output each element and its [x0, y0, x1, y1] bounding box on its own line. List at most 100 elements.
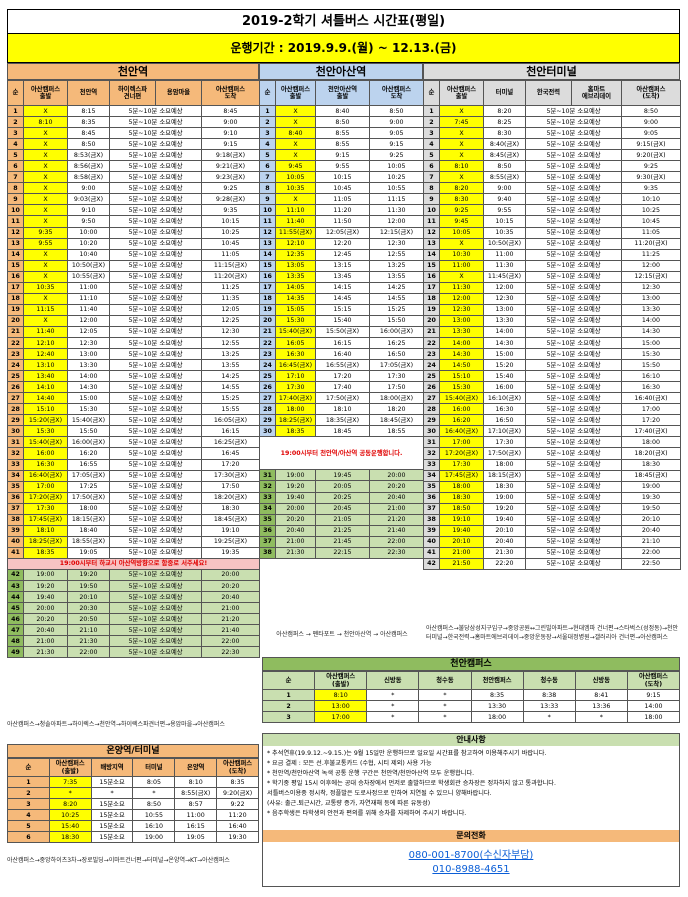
table-cell: 8: [7, 182, 24, 195]
table-cell: 14:30: [67, 381, 110, 394]
table-cell: 7: [7, 171, 24, 184]
table-cell: 10:15: [201, 215, 260, 228]
table-cell: 19:20: [23, 580, 68, 593]
table-cell: 9:15: [315, 149, 370, 162]
table-cell: 16:40(금X): [439, 425, 484, 438]
table-row: 31 15:40(금X) 16:00(금X) 5분~10분 소요예상 16:25(금X): [7, 436, 260, 449]
table-cell: 5분~10분 소요예상: [109, 138, 202, 151]
table-row: 28 15:10 15:30 5분~10분 소요예상 15:55: [7, 403, 260, 416]
table-cell: 16:15: [174, 820, 218, 833]
table-row: 26 15:30 16:00 5분~10분 소요예상 16:30: [423, 381, 681, 394]
table-cell: 8:50: [132, 798, 176, 811]
table-cell: 9:25: [201, 182, 260, 195]
contact-title: 문의전화: [263, 830, 679, 842]
table-cell: 26: [7, 381, 24, 394]
table-cell: 12:00: [439, 292, 484, 305]
table-cell: 20:05: [315, 480, 370, 493]
column-header: 순: [259, 80, 276, 106]
table-cell: X: [275, 116, 316, 129]
table-cell: 7: [259, 171, 276, 184]
table-cell: 10:45: [315, 182, 370, 195]
phone-mobile[interactable]: 010-8988-4651: [432, 864, 510, 875]
table-cell: 4: [423, 138, 440, 151]
section-title: 천안아산역: [259, 63, 423, 80]
table-cell: 12:00: [621, 259, 681, 272]
timetable: 순 아산캠퍼스 (출발) 신방동 청수동 천안캠퍼스 청수동 신방동 아산캠퍼스 (도착) 1 8:1…: [261, 671, 681, 724]
table-cell: 21:25: [315, 524, 370, 537]
table-row: 2 7:45 8:25 5분~10분 소요예상 9:00: [423, 116, 681, 129]
table-cell: 19:30: [216, 831, 259, 844]
table-cell: 9:45: [275, 160, 316, 173]
table-cell: 18: [7, 292, 24, 305]
table-cell: 22:50: [621, 557, 681, 570]
table-cell: 10:25: [48, 809, 92, 822]
operating-period: 운행기간 : 2019.9.9.(월) ~ 12.13.(금): [7, 34, 680, 63]
phone-toll-free[interactable]: 080-001-8700(수신자부담): [408, 850, 534, 861]
table-cell: 5분~10분 소요예상: [525, 248, 622, 261]
table-cell: 9:15(금X): [621, 138, 681, 151]
table-row: 42 21:50 22:20 5분~10분 소요예상 22:50: [423, 557, 681, 570]
table-cell: 38: [259, 546, 276, 559]
table-cell: 14:10: [23, 381, 68, 394]
table-cell: 18:30: [483, 480, 526, 493]
table-row: 48 21:00 21:30 5분~10분 소요예상 22:00: [7, 635, 260, 648]
table-row: 12 11:55(금X) 12:05(금X) 12:15(금X): [259, 226, 424, 239]
table-cell: 8:45: [201, 104, 260, 118]
table-cell: 13:35: [275, 270, 316, 283]
table-row: 13 X 10:50(금X) 5분~10분 소요예상 11:20(금X): [423, 237, 681, 250]
table-cell: 19:00: [132, 831, 176, 844]
table-cell: 22: [423, 336, 440, 350]
table-cell: 16:30: [483, 403, 526, 416]
table-cell: 21:00: [201, 602, 260, 615]
table-row: 30 16:40(금X) 17:10(금X) 5분~10분 소요예상 17:40(금X): [423, 425, 681, 438]
table-cell: 12:55: [369, 248, 424, 261]
table-row: 36 17:20(금X) 17:50(금X) 5분~10분 소요예상 18:20(금X): [7, 491, 260, 504]
table-cell: 21: [7, 325, 24, 338]
table-cell: 8:30: [483, 127, 526, 140]
table-cell: 10:25: [201, 226, 260, 239]
table-cell: 15분소요: [90, 798, 134, 811]
table-cell: 18:45(금X): [621, 469, 681, 482]
table-row: 34 17:45(금X) 18:15(금X) 5분~10분 소요예상 18:45(금X): [423, 469, 681, 482]
table-cell: 17:25: [67, 480, 110, 493]
table-cell: 18:00: [626, 711, 681, 724]
table-cell: 19:00: [23, 568, 68, 582]
table-cell: 8:57: [174, 798, 218, 811]
table-cell: 10:55(금X): [67, 270, 110, 283]
table-cell: 17: [423, 281, 440, 294]
table-cell: 10: [259, 204, 276, 217]
table-cell: 19: [259, 303, 276, 316]
table-cell: 18: [259, 292, 276, 305]
table-cell: 5분~10분 소요예상: [525, 392, 622, 405]
table-cell: 5분~10분 소요예상: [109, 381, 202, 394]
table-cell: 7:45: [439, 116, 484, 129]
table-cell: 5분~10분 소요예상: [109, 325, 202, 338]
table-cell: 13:00: [483, 303, 526, 316]
table-cell: 12: [423, 226, 440, 239]
section-title: 천안터미널: [423, 63, 680, 80]
table-cell: X: [23, 259, 68, 272]
table-cell: *: [90, 787, 134, 800]
table-row: 25 17:10 17:20 17:30: [259, 370, 424, 383]
table-cell: 12:30: [201, 325, 260, 338]
table-cell: 5분~10분 소요예상: [109, 281, 202, 294]
table-cell: 9:23(금X): [201, 171, 260, 184]
table-row: 5 X 8:45(금X) 5분~10분 소요예상 9:20(금X): [423, 149, 681, 162]
table-cell: 35: [423, 480, 440, 493]
table-cell: 21:30: [275, 546, 316, 559]
table-cell: 12:20: [315, 237, 370, 250]
table-row: 1 8:10 * * 8:35 8:38 8:41 9:15: [261, 688, 681, 702]
info-line: * 음주학생은 타학생의 안전과 편의를 위해 승차를 자제하여 주시기 바랍니…: [267, 810, 467, 817]
table-cell: 15:00: [67, 392, 110, 405]
table-cell: 8:20: [48, 798, 92, 811]
table-cell: 21:00: [439, 546, 484, 559]
table-cell: 5분~10분 소요예상: [525, 270, 622, 283]
table-cell: 11:20(금X): [621, 237, 681, 250]
table-cell: 17:00: [621, 403, 681, 416]
table-row: 9 8:30 9:40 5분~10분 소요예상 10:10: [423, 193, 681, 206]
table-cell: 12:30: [369, 237, 424, 250]
timetable: 순 아산캠퍼스 (출발) 배방지역 터미널 온양역 아산캠퍼스 (도착) 1 7:35 15분소요 8…: [7, 758, 259, 844]
table-cell: 13:55: [201, 359, 260, 372]
table-row: 8 10:35 10:45 10:55: [259, 182, 424, 195]
table-row: 37 18:50 19:20 5분~10분 소요예상 19:50: [423, 502, 681, 515]
